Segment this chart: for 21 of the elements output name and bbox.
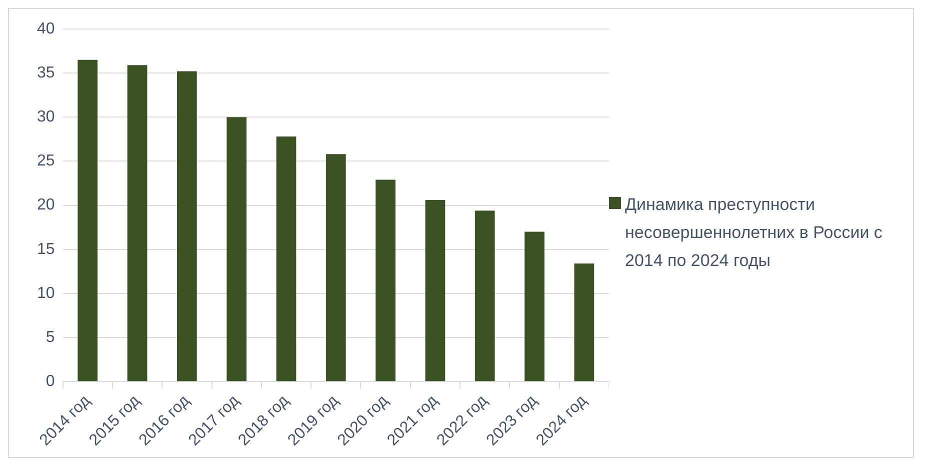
y-tick-label: 35 [37, 64, 55, 82]
bar [276, 136, 296, 382]
legend-label: Динамика преступности несовершеннолетних в России с 2014 по 2024 годы [625, 194, 884, 272]
bar [127, 65, 148, 382]
bar [376, 180, 396, 382]
bar [326, 154, 346, 382]
y-tick-label: 5 [46, 328, 55, 346]
bar [474, 210, 495, 382]
y-tick-label: 0 [46, 372, 55, 390]
bar [226, 117, 247, 382]
y-tick-label: 40 [37, 20, 55, 38]
y-tick-label: 30 [37, 108, 55, 126]
y-tick-label: 25 [37, 152, 55, 170]
bar [524, 232, 544, 382]
bar [177, 71, 197, 382]
y-tick-label: 10 [37, 284, 55, 302]
bar [574, 263, 594, 382]
bar [78, 60, 98, 382]
y-tick-label: 20 [37, 196, 55, 214]
y-tick-label: 15 [37, 240, 55, 258]
bar [425, 200, 446, 382]
